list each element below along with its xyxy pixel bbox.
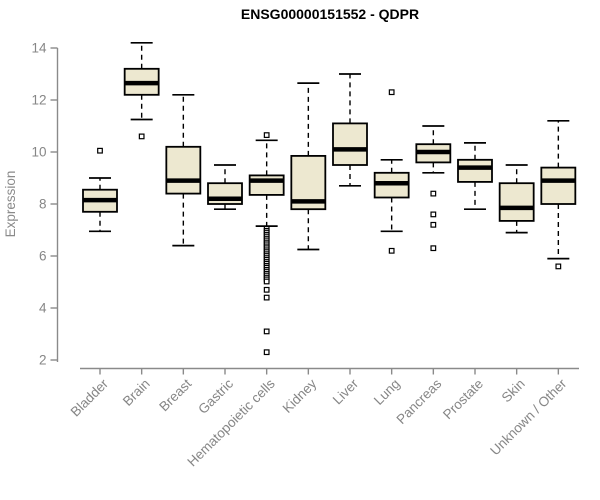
outlier-point [97,147,103,154]
boxplot-kidney [290,82,327,251]
boxplot-lung [373,89,410,254]
x-tick-label: Unknown / Other [487,376,570,459]
outlier-point [430,221,437,228]
boxplot-prostate [457,142,493,211]
x-tick-label: Kidney [280,376,320,416]
boxplot-unknown-other [540,119,577,270]
outlier-point [430,245,437,252]
x-tick-label: Breast [156,376,194,414]
x-tick-label: Lung [371,376,403,408]
y-tick-label: 10 [31,145,46,160]
boxes-layer [82,41,577,356]
y-tick-label: 2 [39,353,47,368]
x-tick-label: Skin [499,376,528,405]
boxplot-hematopoietic-cells [248,132,285,356]
outlier-point [263,286,270,293]
boxplot-brain [123,41,160,140]
iqr-box [332,122,368,166]
y-tick-label: 4 [39,301,47,316]
boxplot-gastric [207,164,243,211]
outlier-point [430,211,437,218]
iqr-box [165,145,202,195]
iqr-box [248,174,285,196]
x-tick-label: Prostate [440,376,486,422]
outlier-point [388,247,395,254]
x-tick-label: Liver [330,376,362,408]
y-tick-label: 14 [31,41,47,56]
x-tick-label: Pancreas [394,376,445,427]
iqr-box [540,166,577,205]
y-tick-label: 12 [31,93,46,108]
outlier-point [430,190,437,197]
boxplot-liver [332,73,368,187]
outlier-point [263,328,270,335]
y-tick-label: 6 [39,249,47,264]
outlier-point [555,263,562,270]
x-tick-label: Bladder [68,376,112,420]
boxplot-breast [165,93,202,247]
x-tick-label: Brain [120,376,153,409]
outlier-point [263,294,270,301]
outlier-point [263,349,270,356]
iqr-box [457,158,493,183]
iqr-box [498,182,535,222]
outlier-point [138,133,145,140]
y-axis-label: Expression [3,171,18,238]
x-tick-label: Gastric [195,376,236,417]
y-tick-label: 8 [39,197,47,212]
boxplot-skin [498,164,535,234]
boxplot-pancreas [415,125,452,252]
chart-title: ENSG00000151552 - QDPR [241,6,419,22]
boxplot-bladder [82,147,118,233]
outlier-point [388,89,395,96]
outlier-point [263,278,270,285]
outlier-point [263,132,270,139]
